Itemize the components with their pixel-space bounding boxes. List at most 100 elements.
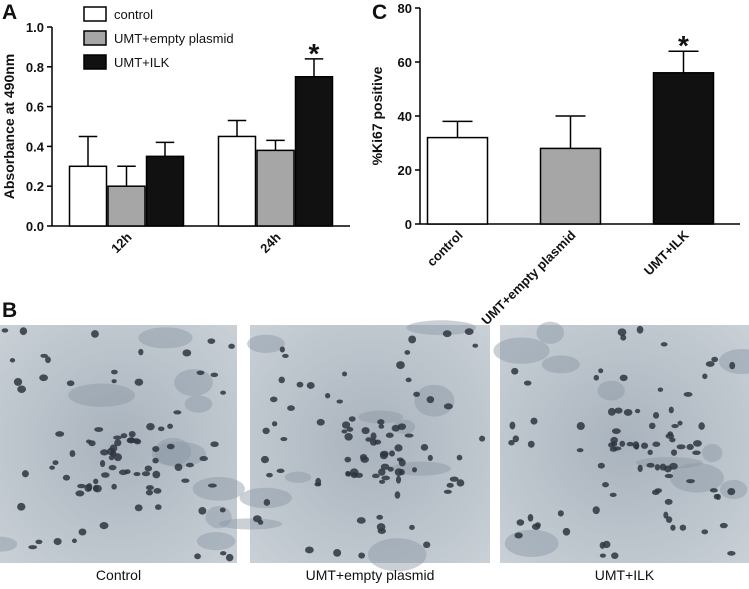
nucleus xyxy=(479,435,486,442)
nucleus xyxy=(610,441,618,447)
nucleus xyxy=(219,551,227,556)
cell-body xyxy=(367,538,427,572)
error-bar xyxy=(668,50,699,73)
nucleus xyxy=(715,493,721,500)
nucleus xyxy=(464,328,474,335)
nucleus xyxy=(719,522,728,529)
nucleus xyxy=(306,381,315,389)
nucleus xyxy=(71,538,77,544)
y-axis-label: Absorbance at 490nm xyxy=(1,54,17,200)
nucleus xyxy=(705,361,715,367)
nucleus xyxy=(472,343,479,348)
legend-swatch xyxy=(83,54,107,70)
nucleus xyxy=(394,491,401,499)
nucleus xyxy=(404,350,411,355)
nucleus xyxy=(166,443,175,450)
nucleus xyxy=(333,548,342,557)
nucleus xyxy=(597,462,605,469)
nucleus xyxy=(634,408,641,414)
nucleus xyxy=(669,437,676,443)
nucleus xyxy=(686,479,695,484)
nucleus xyxy=(346,427,354,432)
nucleus xyxy=(124,469,131,475)
nucleus xyxy=(194,553,201,560)
nucleus xyxy=(108,464,117,471)
nucleus xyxy=(611,552,619,559)
nucleus xyxy=(636,325,644,334)
nucleus xyxy=(344,432,353,441)
nucleus xyxy=(654,464,661,471)
micrograph-caption: Control xyxy=(96,567,141,583)
nucleus xyxy=(686,443,694,451)
nucleus xyxy=(336,399,344,404)
nucleus xyxy=(260,455,270,464)
nucleus xyxy=(282,353,289,359)
nucleus xyxy=(271,421,278,427)
micrograph-caption: UMT+ILK xyxy=(595,567,655,583)
nucleus xyxy=(114,439,122,447)
nucleus xyxy=(509,421,516,430)
nucleus xyxy=(660,342,668,347)
nucleus xyxy=(153,488,162,494)
nucleus xyxy=(602,482,610,488)
nucleus xyxy=(219,507,226,513)
nucleus xyxy=(344,456,352,463)
nucleus xyxy=(207,338,216,344)
nucleus xyxy=(279,346,285,353)
nucleus xyxy=(405,377,412,383)
nucleus xyxy=(396,457,404,462)
nucleus xyxy=(182,349,192,357)
nucleus xyxy=(374,439,382,445)
y-tick-label: 40 xyxy=(398,109,412,124)
nucleus xyxy=(679,524,687,531)
nucleus xyxy=(220,390,226,395)
nucleus xyxy=(128,430,136,438)
bar xyxy=(652,72,715,225)
nucleus xyxy=(134,504,143,512)
nucleus xyxy=(607,407,616,416)
nucleus xyxy=(427,454,433,462)
nucleus xyxy=(276,468,285,474)
nucleus xyxy=(442,330,452,338)
nucleus xyxy=(380,463,390,470)
nucleus xyxy=(287,405,295,411)
nucleus xyxy=(652,441,661,447)
nucleus xyxy=(409,524,415,531)
nucleus xyxy=(657,387,664,392)
error-bar xyxy=(78,135,98,167)
nucleus xyxy=(610,436,619,444)
nucleus xyxy=(145,485,154,491)
nucleus xyxy=(316,418,325,426)
micrograph xyxy=(218,320,490,572)
cell-body xyxy=(174,369,213,397)
nucleus xyxy=(21,470,29,478)
annotation: * xyxy=(309,38,320,69)
nucleus xyxy=(324,392,331,399)
nucleus xyxy=(612,446,622,451)
nucleus xyxy=(210,372,219,378)
bar xyxy=(145,155,185,227)
legend-label: control xyxy=(114,7,153,22)
x-tick-label: UMT+ILK xyxy=(641,227,692,278)
nucleus xyxy=(611,428,621,435)
nucleus xyxy=(665,516,673,523)
nucleus xyxy=(598,368,604,374)
nucleus xyxy=(280,437,288,442)
nucleus xyxy=(55,431,65,437)
nucleus xyxy=(196,370,205,376)
nucleus xyxy=(138,348,144,356)
nucleus xyxy=(199,456,208,462)
x-tick-label: control xyxy=(424,228,466,270)
cell-body xyxy=(184,395,213,413)
nucleus xyxy=(361,427,370,435)
error-bar xyxy=(555,115,586,149)
micrograph xyxy=(0,325,245,563)
nucleus xyxy=(358,552,366,559)
nucleus xyxy=(49,465,55,470)
nucleus xyxy=(225,553,234,562)
nucleus xyxy=(144,465,153,472)
bar xyxy=(294,76,334,227)
nucleus xyxy=(75,490,85,497)
nucleus xyxy=(557,510,564,517)
nucleus xyxy=(394,444,403,452)
